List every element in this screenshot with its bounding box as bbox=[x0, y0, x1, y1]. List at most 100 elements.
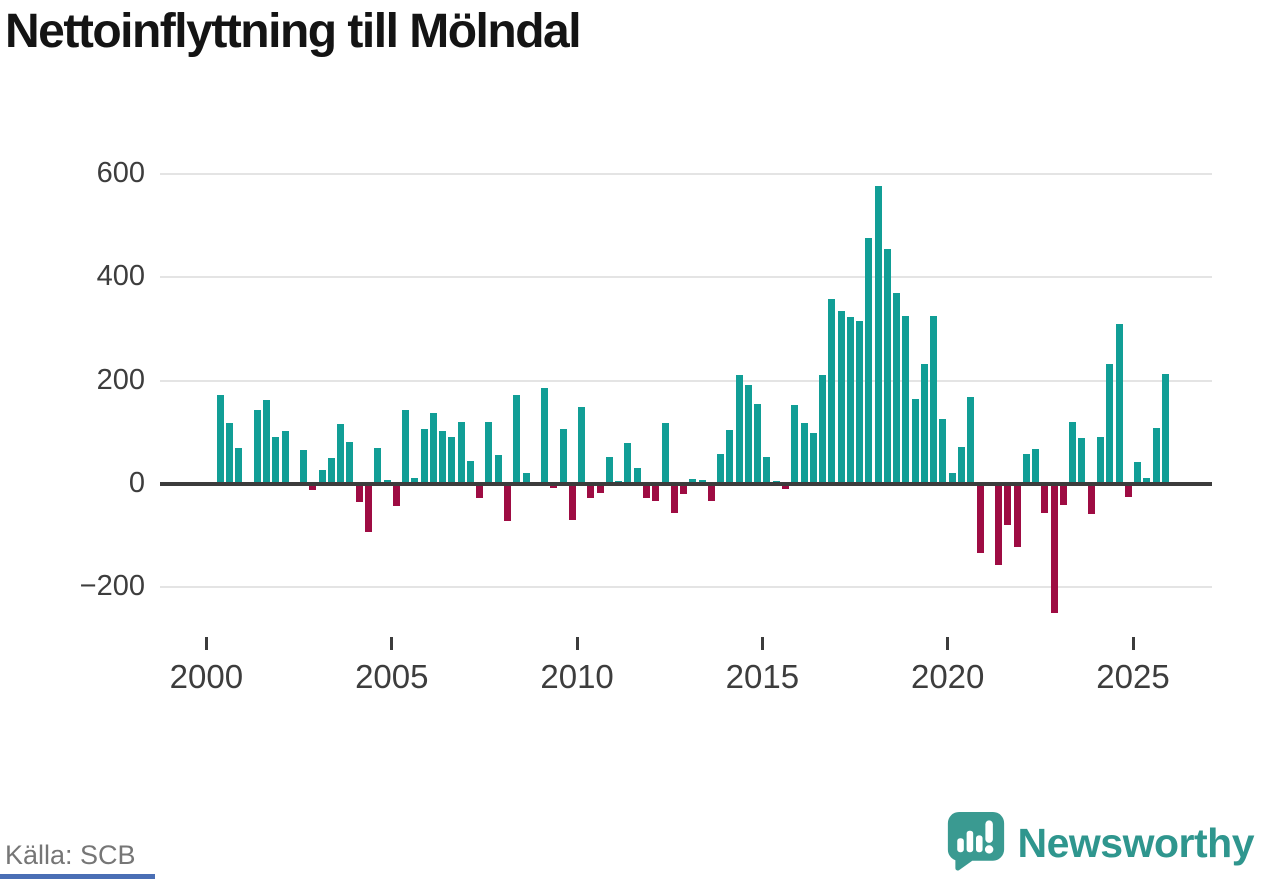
newsworthy-logo-icon bbox=[946, 810, 1006, 877]
bar-2002Q4 bbox=[309, 484, 317, 490]
x-axis-label-2010: 2010 bbox=[540, 658, 614, 695]
bar-2015Q3 bbox=[781, 484, 789, 490]
bar-2013Q3 bbox=[707, 484, 715, 501]
bar-2019Q4 bbox=[939, 418, 947, 484]
gridline-200 bbox=[160, 379, 1212, 382]
x-axis-tick-2025 bbox=[1131, 637, 1135, 650]
x-axis-label-2020: 2020 bbox=[910, 658, 985, 695]
bar-2022Q2 bbox=[1032, 449, 1040, 484]
bar-2002Q1 bbox=[281, 430, 289, 484]
bar-2005Q2 bbox=[402, 409, 409, 484]
bar-2017Q1 bbox=[837, 310, 845, 484]
bar-2019Q2 bbox=[920, 363, 928, 484]
bar-2000Q3 bbox=[226, 422, 233, 484]
bar-2024Q2 bbox=[1106, 364, 1114, 484]
bar-2014Q1 bbox=[726, 429, 734, 484]
bar-2006Q1 bbox=[429, 412, 437, 484]
bar-2003Q3 bbox=[337, 424, 345, 484]
bar-2018Q1 bbox=[874, 185, 882, 484]
bar-2014Q2 bbox=[735, 374, 743, 484]
y-axis-label-600: 600 bbox=[96, 157, 145, 190]
bar-2004Q3 bbox=[374, 448, 382, 484]
bar-2010Q2 bbox=[587, 484, 595, 498]
x-axis-tick-2000 bbox=[204, 637, 208, 650]
bar-2004Q4 bbox=[383, 479, 391, 484]
bar-2017Q2 bbox=[846, 317, 854, 484]
bar-2020Q2 bbox=[958, 446, 965, 484]
bar-2018Q4 bbox=[902, 316, 910, 484]
bar-2016Q4 bbox=[828, 298, 836, 484]
bar-2012Q3 bbox=[670, 484, 678, 513]
bar-2008Q1 bbox=[503, 484, 511, 522]
bar-2021Q4 bbox=[1013, 484, 1021, 547]
x-axis-label-2005: 2005 bbox=[355, 658, 429, 695]
bar-2019Q1 bbox=[911, 398, 919, 484]
gridline--200 bbox=[160, 586, 1212, 589]
bar-2014Q3 bbox=[744, 385, 752, 484]
brand-wordmark: Newsworthy bbox=[1017, 819, 1255, 866]
y-axis-label-400: 400 bbox=[96, 260, 145, 293]
bar-2025Q1 bbox=[1134, 461, 1141, 484]
bar-2012Q2 bbox=[661, 423, 669, 484]
bar-2022Q3 bbox=[1041, 484, 1049, 513]
x-axis-label-2015: 2015 bbox=[725, 658, 800, 695]
chart-title: Nettoinflyttning till Mölndal bbox=[5, 5, 582, 58]
bar-2025Q3 bbox=[1152, 427, 1160, 484]
bar-2022Q4 bbox=[1050, 484, 1058, 614]
bar-2010Q4 bbox=[605, 456, 613, 484]
x-axis-label-2000: 2000 bbox=[169, 658, 244, 695]
x-axis-zero-line bbox=[160, 482, 1212, 486]
bar-2013Q4 bbox=[717, 454, 725, 484]
y-axis-label--200: −200 bbox=[79, 570, 145, 603]
bar-2020Q4 bbox=[976, 484, 984, 553]
bar-2001Q4 bbox=[272, 437, 280, 484]
y-axis-label-200: 200 bbox=[96, 363, 145, 396]
bar-2007Q2 bbox=[476, 484, 484, 498]
bar-2025Q4 bbox=[1161, 373, 1169, 484]
bar-2008Q3 bbox=[522, 473, 530, 484]
bar-2018Q2 bbox=[883, 249, 891, 484]
bar-2002Q3 bbox=[300, 449, 308, 484]
speech-bubble-shape bbox=[947, 811, 1004, 871]
bar-2010Q3 bbox=[596, 484, 604, 494]
x-axis-label-2025: 2025 bbox=[1096, 658, 1170, 695]
bar-2005Q3 bbox=[411, 477, 419, 484]
bar-2017Q4 bbox=[865, 238, 873, 484]
gridline-400 bbox=[160, 276, 1212, 279]
bar-2011Q2 bbox=[624, 443, 632, 484]
bar-2009Q3 bbox=[559, 429, 567, 484]
bar-2000Q4 bbox=[235, 447, 243, 484]
bar-2006Q2 bbox=[439, 431, 447, 484]
bar-2016Q2 bbox=[809, 433, 817, 484]
bar-2007Q1 bbox=[466, 460, 474, 484]
bar-2024Q4 bbox=[1124, 484, 1132, 497]
bar-2016Q1 bbox=[800, 423, 808, 484]
bar-2013Q2 bbox=[698, 479, 706, 484]
bar-2021Q3 bbox=[1004, 484, 1012, 525]
bar-2020Q1 bbox=[948, 473, 956, 484]
bar-2001Q3 bbox=[263, 400, 270, 484]
bar-2024Q1 bbox=[1097, 436, 1104, 484]
accent-strip bbox=[0, 874, 155, 879]
bar-2005Q1 bbox=[392, 484, 400, 506]
bar-2025Q2 bbox=[1143, 477, 1151, 484]
x-axis-tick-2005 bbox=[390, 637, 394, 650]
bar-2020Q3 bbox=[967, 397, 975, 484]
bar-2010Q1 bbox=[578, 407, 586, 484]
gridline-600 bbox=[160, 173, 1212, 176]
bar-2023Q4 bbox=[1087, 484, 1095, 514]
bar-2023Q1 bbox=[1059, 484, 1067, 506]
bar-2015Q4 bbox=[791, 405, 799, 484]
bar-2012Q4 bbox=[680, 484, 687, 494]
bar-2017Q3 bbox=[856, 320, 864, 484]
bar-2024Q3 bbox=[1115, 323, 1123, 484]
bar-2011Q3 bbox=[633, 468, 641, 484]
bar-2003Q1 bbox=[318, 469, 326, 484]
bar-2023Q2 bbox=[1069, 421, 1077, 484]
x-axis-tick-2015 bbox=[760, 637, 764, 650]
bar-2019Q3 bbox=[930, 316, 938, 484]
bar-2007Q3 bbox=[485, 422, 493, 484]
bar-2022Q1 bbox=[1022, 454, 1030, 484]
y-axis-label-0: 0 bbox=[128, 467, 145, 499]
